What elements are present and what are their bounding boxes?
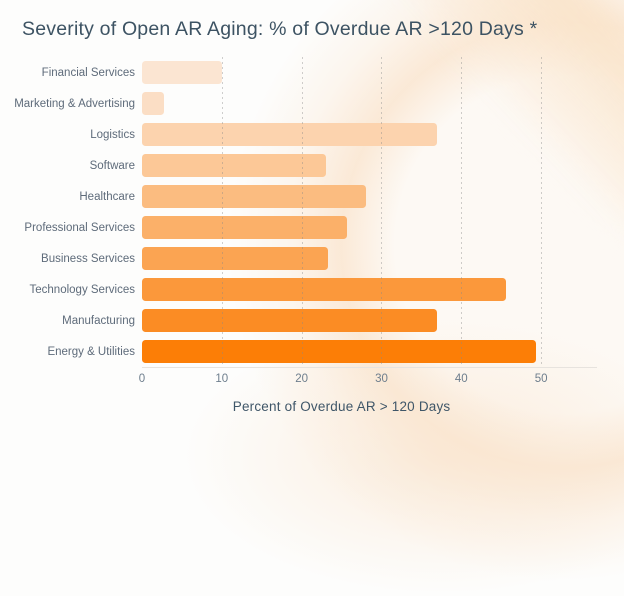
category-label: Financial Services [41, 66, 135, 79]
x-tick-label: 30 [375, 373, 388, 385]
bar-row: Energy & Utilities [0, 336, 624, 367]
bar [142, 92, 164, 115]
bar [142, 216, 348, 239]
bar [142, 340, 537, 363]
category-label: Technology Services [29, 283, 135, 296]
bar-track [142, 185, 597, 208]
bar-track [142, 61, 597, 84]
bar-row: Business Services [0, 243, 624, 274]
x-axis-line [142, 367, 597, 368]
bar-row: Healthcare [0, 181, 624, 212]
x-tick-label: 50 [534, 373, 548, 385]
bar-row: Marketing & Advertising [0, 88, 624, 119]
category-label: Marketing & Advertising [14, 97, 135, 110]
bar-chart: Severity of Open AR Aging: % of Overdue … [0, 15, 624, 417]
category-label: Software [89, 159, 135, 172]
bar-track [142, 247, 597, 270]
x-axis-label: Percent of Overdue AR > 120 Days [232, 399, 451, 414]
bar-row: Financial Services [0, 57, 624, 88]
category-label: Manufacturing [62, 314, 135, 327]
bar-track [142, 154, 597, 177]
bar [142, 309, 438, 332]
bar-row: Software [0, 150, 624, 181]
bar-track [142, 309, 597, 332]
x-tick-label: 10 [215, 373, 229, 385]
bar-track [142, 92, 597, 115]
category-label: Healthcare [79, 190, 135, 203]
bar [142, 278, 506, 301]
x-tick-label: 20 [295, 373, 309, 385]
bar-track [142, 340, 597, 363]
bar [142, 185, 366, 208]
bar-rows: Financial Services Marketing & Advertisin… [0, 57, 624, 367]
bar-row: Logistics [0, 119, 624, 150]
x-axis-ticks: 0 10 20 30 40 50 [138, 373, 597, 387]
x-tick-label: 0 [138, 373, 146, 385]
bar [142, 154, 326, 177]
bar [142, 61, 222, 84]
bar-track [142, 278, 597, 301]
chart-title: Severity of Open AR Aging: % of Overdue … [22, 18, 538, 40]
bar [142, 247, 328, 270]
plot-area: Financial Services Marketing & Advertisin… [0, 57, 624, 417]
category-label: Professional Services [24, 221, 135, 234]
bar-row: Technology Services [0, 274, 624, 305]
category-label: Logistics [90, 128, 135, 141]
x-tick-label: 40 [454, 373, 468, 385]
bar-track [142, 216, 597, 239]
bar-track [142, 123, 597, 146]
bar [142, 123, 438, 146]
bar-row: Manufacturing [0, 305, 624, 336]
bar-row: Professional Services [0, 212, 624, 243]
category-label: Business Services [41, 252, 135, 265]
category-label: Energy & Utilities [47, 345, 135, 358]
x-axis-label-row: Percent of Overdue AR > 120 Days [142, 399, 597, 417]
